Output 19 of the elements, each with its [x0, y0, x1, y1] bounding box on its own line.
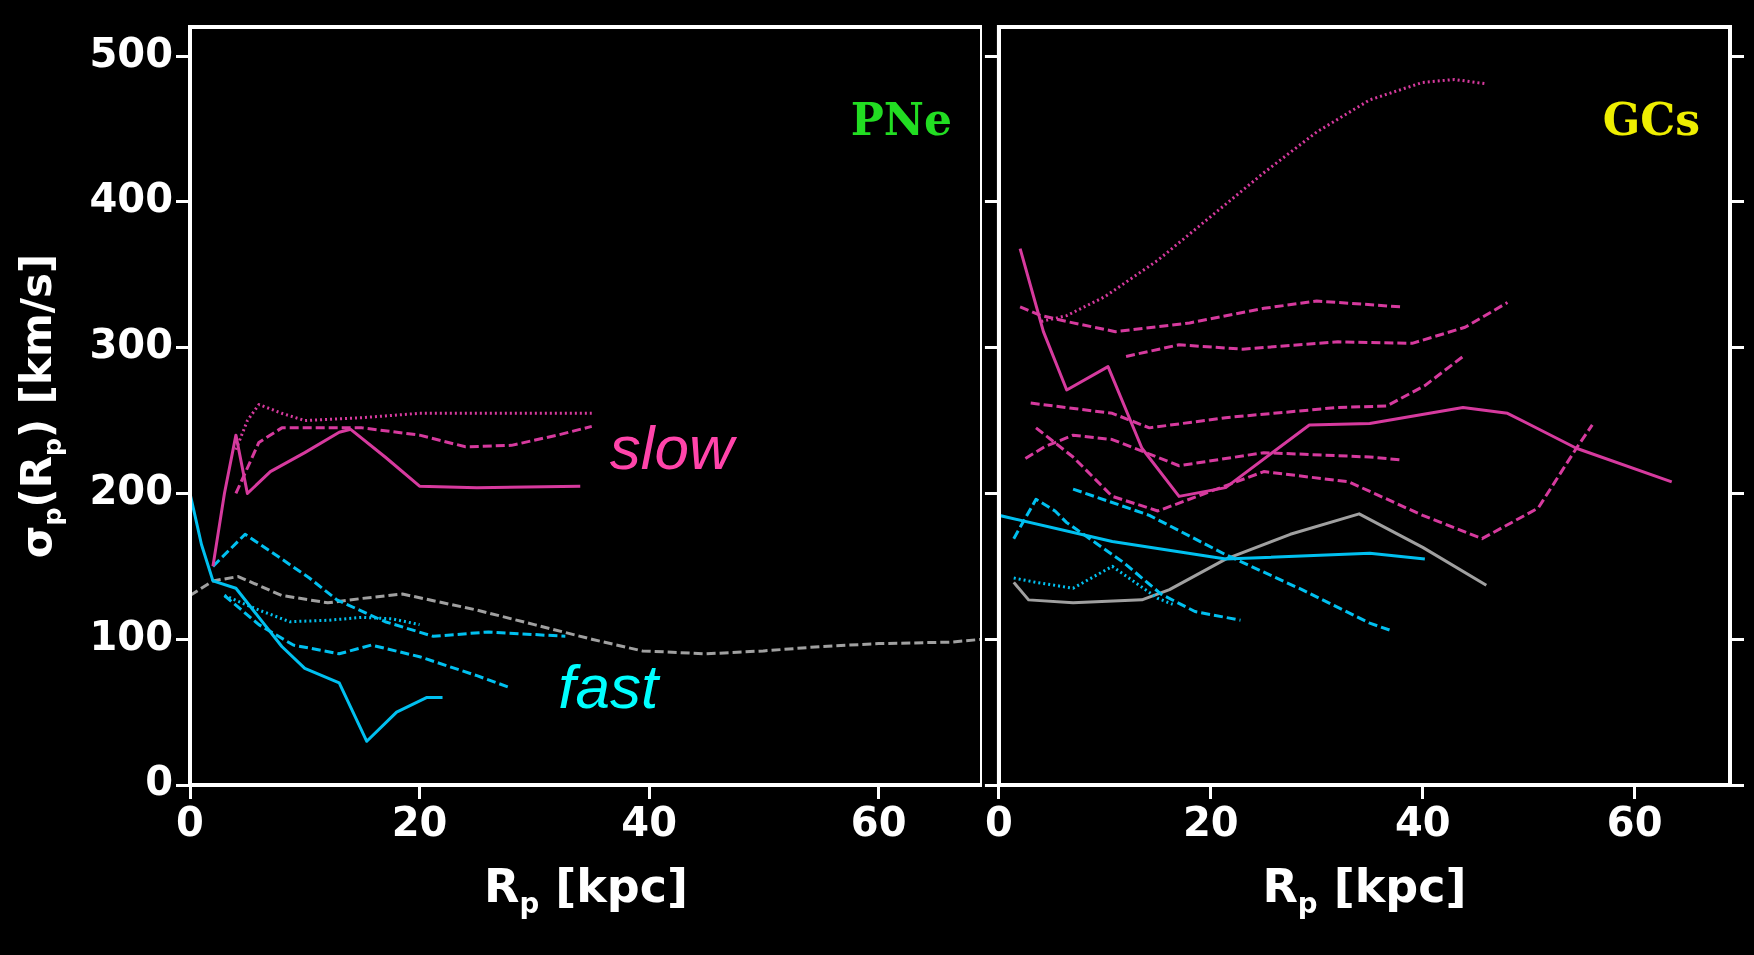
y-tick-label: 400	[89, 175, 173, 222]
annotation: slow	[609, 412, 739, 482]
x-tick-label: 20	[391, 799, 448, 846]
y-tick-label: 100	[89, 612, 173, 659]
annotation: fast	[558, 651, 661, 721]
x-tick-label: 40	[621, 799, 677, 846]
y-tick-label: 300	[89, 321, 173, 368]
x-tick-label: 60	[1606, 799, 1663, 846]
x-tick-label: 0	[176, 799, 204, 846]
x-tick-label: 20	[1182, 799, 1239, 846]
y-tick-label: 0	[145, 758, 173, 805]
annotation: PNe	[850, 94, 952, 146]
annotation: GCs	[1602, 94, 1700, 146]
x-tick-label: 60	[850, 799, 907, 846]
y-tick-label: 200	[89, 466, 173, 513]
x-tick-label: 0	[984, 799, 1013, 846]
x-tick-label: 40	[1394, 799, 1451, 846]
y-tick-label: 500	[89, 29, 173, 76]
y-axis-title: σp(Rp) [km/s]	[11, 253, 68, 559]
